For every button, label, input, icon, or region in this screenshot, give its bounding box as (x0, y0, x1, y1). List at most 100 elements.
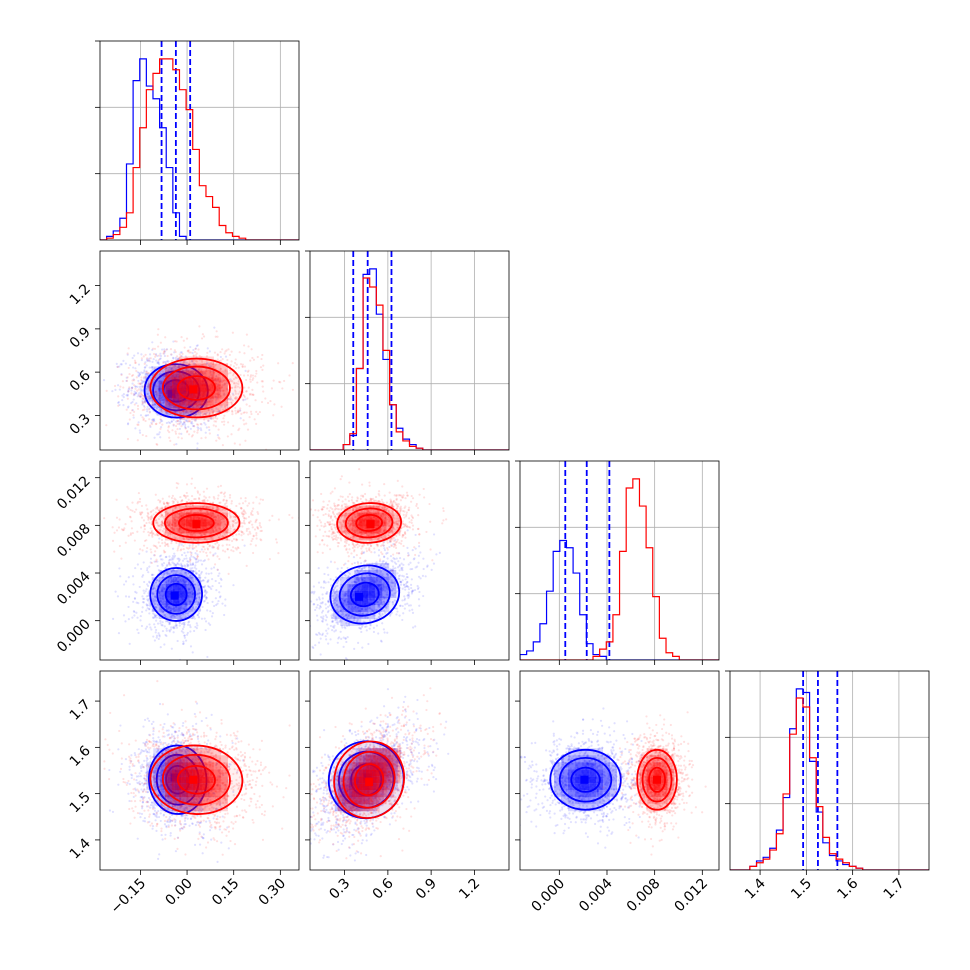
sample-point (249, 374, 253, 377)
sample-point (140, 357, 144, 360)
sample-point (219, 491, 222, 494)
sample-point (133, 354, 136, 357)
sample-point (87, 432, 89, 434)
sample-point (148, 403, 151, 406)
sample-point (212, 424, 215, 427)
sample-point (182, 373, 185, 376)
sample-point (254, 544, 257, 547)
sample-point (168, 431, 171, 434)
sample-point (141, 385, 144, 388)
sample-point (152, 635, 155, 638)
sample-point (323, 572, 326, 576)
sample-point (173, 351, 176, 354)
sample-point (215, 439, 218, 442)
sample-point (182, 577, 185, 580)
sample-point (143, 398, 146, 401)
sample-point (191, 566, 194, 570)
sample-point (238, 386, 242, 389)
sample-point (168, 629, 171, 632)
sample-point (182, 412, 185, 415)
sample-point (164, 620, 168, 623)
sample-point (170, 368, 173, 371)
sample-point (247, 345, 250, 348)
sample-point (145, 588, 148, 591)
sample-point (201, 605, 204, 609)
sample-point (181, 352, 184, 356)
sample-point (204, 436, 207, 439)
sample-point (210, 408, 213, 411)
sample-point (141, 401, 144, 404)
sample-point (118, 365, 121, 368)
sample-point (162, 600, 166, 603)
sample-point (220, 578, 223, 581)
sample-point (235, 363, 238, 366)
sample-point (153, 614, 157, 617)
sample-point (114, 388, 117, 391)
sample-point (233, 386, 236, 389)
sample-point (183, 567, 187, 570)
sample-point (145, 550, 148, 553)
sample-point (205, 554, 209, 557)
sample-point (130, 387, 134, 390)
sample-point (158, 395, 161, 398)
sample-point (154, 631, 157, 634)
sample-point (232, 374, 235, 377)
sample-point (139, 382, 142, 386)
sample-point (195, 344, 198, 347)
density-cell (164, 377, 172, 385)
sample-point (217, 574, 220, 577)
sample-point (169, 347, 173, 351)
sample-point (141, 386, 144, 389)
sample-point (235, 548, 238, 551)
sample-point (144, 361, 147, 364)
sample-point (170, 375, 173, 378)
sample-point (163, 588, 166, 591)
sample-point (203, 594, 206, 597)
sample-point (367, 642, 370, 646)
sample-point (177, 557, 180, 560)
sample-point (140, 381, 144, 384)
sample-point (152, 418, 155, 422)
density-cell (192, 356, 200, 364)
sample-point (147, 591, 150, 595)
sample-point (131, 616, 134, 619)
sample-point (154, 587, 157, 590)
sample-point (180, 351, 183, 354)
sample-point (124, 362, 128, 365)
sample-point (198, 596, 201, 599)
sample-point (226, 398, 229, 401)
sample-point (207, 404, 210, 407)
density-cell (220, 391, 228, 399)
sample-point (207, 572, 210, 575)
sample-point (259, 526, 263, 529)
sample-point (146, 410, 149, 413)
sample-point (126, 394, 129, 397)
sample-point (118, 518, 121, 521)
sample-point (247, 386, 250, 389)
sample-point (172, 356, 175, 359)
sample-point (148, 612, 151, 615)
sample-point (164, 604, 167, 607)
sample-point (239, 417, 242, 420)
sample-point (116, 365, 119, 369)
sample-point (224, 355, 228, 358)
sample-point (256, 510, 259, 514)
sample-point (196, 429, 199, 432)
sample-point (168, 630, 171, 633)
sample-point (138, 429, 141, 432)
sample-point (190, 482, 193, 485)
sample-point (217, 544, 220, 547)
sample-point (221, 549, 225, 552)
sample-point (200, 570, 203, 574)
sample-point (217, 599, 220, 603)
sample-point (116, 595, 120, 598)
sample-point (207, 579, 210, 582)
sample-point (209, 610, 212, 613)
sample-point (152, 352, 156, 356)
sample-point (146, 403, 150, 406)
sample-point (127, 422, 130, 425)
sample-point (141, 379, 144, 383)
sample-point (160, 374, 163, 377)
sample-point (250, 412, 253, 416)
sample-point (175, 443, 178, 446)
